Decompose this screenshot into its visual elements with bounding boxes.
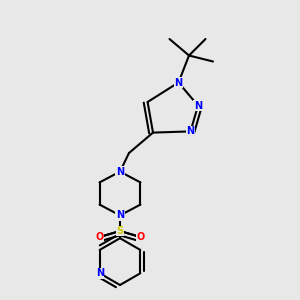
Text: N: N bbox=[194, 100, 202, 111]
Text: N: N bbox=[174, 77, 183, 88]
Text: O: O bbox=[95, 232, 104, 242]
Text: N: N bbox=[116, 210, 124, 220]
Text: N: N bbox=[96, 268, 104, 278]
Text: O: O bbox=[136, 232, 145, 242]
Text: N: N bbox=[186, 126, 195, 136]
Text: S: S bbox=[116, 226, 124, 236]
Text: N: N bbox=[116, 167, 124, 177]
